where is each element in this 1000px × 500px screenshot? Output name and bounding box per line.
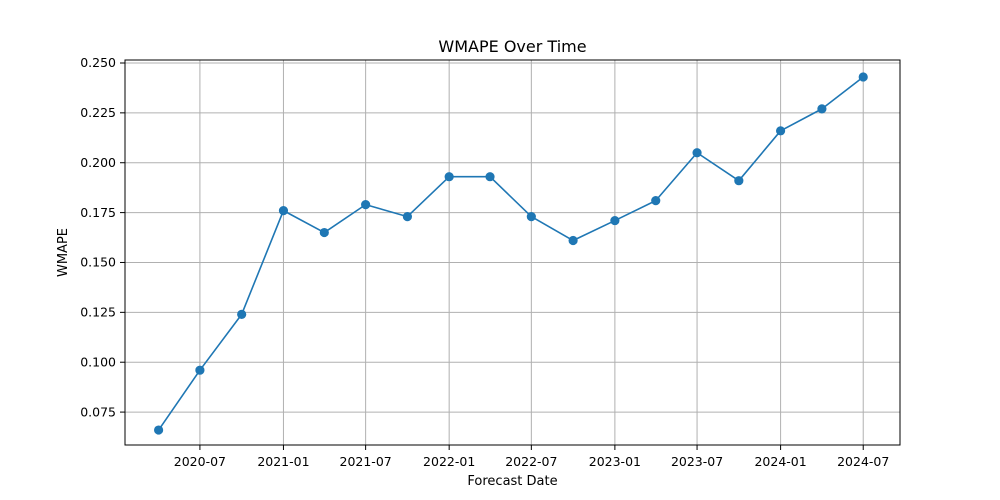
data-point bbox=[278, 206, 289, 216]
y-tick-label: 0.150 bbox=[80, 255, 116, 270]
series-line bbox=[157, 76, 865, 431]
y-tick-label: 0.100 bbox=[80, 354, 116, 369]
chart-title: WMAPE Over Time bbox=[438, 37, 586, 56]
x-tick-label: 2021-07 bbox=[340, 454, 392, 469]
plot-frame bbox=[124, 59, 901, 446]
data-point bbox=[775, 126, 786, 136]
data-point bbox=[651, 196, 661, 206]
data-point bbox=[734, 176, 744, 186]
data-point bbox=[444, 172, 454, 182]
y-tick-label: 0.250 bbox=[80, 55, 116, 70]
data-point bbox=[610, 215, 620, 226]
x-tick-label: 2020-07 bbox=[174, 454, 226, 469]
x-tick-label: 2021-01 bbox=[257, 454, 309, 469]
y-tick-label: 0.075 bbox=[80, 404, 116, 419]
y-tick-label: 0.175 bbox=[80, 205, 116, 220]
data-point bbox=[319, 227, 329, 238]
y-tick-label: 0.225 bbox=[80, 105, 116, 120]
data-point bbox=[526, 211, 536, 222]
x-tick-label: 2024-01 bbox=[754, 454, 806, 469]
data-point bbox=[237, 309, 247, 319]
y-axis-label: WMAPE bbox=[56, 228, 71, 277]
data-point bbox=[817, 104, 827, 114]
x-axis-label: Forecast Date bbox=[467, 474, 557, 489]
data-point bbox=[361, 200, 371, 210]
data-point bbox=[485, 172, 495, 182]
plot-area bbox=[125, 60, 900, 445]
x-tick-label: 2024-07 bbox=[837, 454, 889, 469]
data-point bbox=[692, 148, 702, 158]
data-point bbox=[858, 72, 868, 82]
y-axis: 0.075 0.100 0.125 0.150 0.175 0.200 0.225 0.250 bbox=[80, 55, 125, 419]
x-tick-label: 2023-07 bbox=[671, 454, 723, 469]
data-point bbox=[195, 365, 205, 375]
markers-layer bbox=[154, 72, 868, 435]
data-point bbox=[568, 235, 578, 246]
data-point bbox=[402, 211, 412, 222]
data-point bbox=[154, 425, 164, 435]
y-tick-label: 0.200 bbox=[80, 155, 116, 170]
x-tick-label: 2022-07 bbox=[505, 454, 557, 469]
x-axis: 2020-07 2021-01 2021-07 2022-01 2022-07 2023-… bbox=[174, 445, 889, 469]
grid bbox=[125, 60, 900, 445]
series-layer bbox=[157, 76, 865, 431]
x-tick-label: 2023-01 bbox=[589, 454, 641, 469]
x-tick-label: 2022-01 bbox=[423, 454, 475, 469]
y-tick-label: 0.125 bbox=[80, 305, 116, 320]
